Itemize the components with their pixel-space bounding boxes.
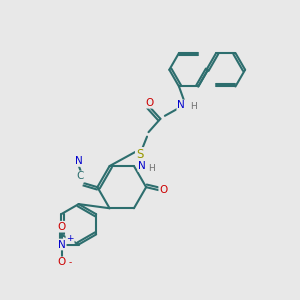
Text: O: O [159,185,167,195]
Text: N: N [177,100,185,110]
Text: N: N [138,161,146,171]
Text: -: - [68,258,72,267]
Text: H: H [190,102,197,111]
Text: H: H [148,164,154,173]
Text: O: O [145,98,153,108]
Text: +: + [66,234,74,243]
Text: N: N [58,239,66,250]
Text: O: O [58,222,66,232]
Text: O: O [58,257,66,267]
Text: S: S [136,148,143,161]
Text: C: C [77,172,84,182]
Text: N: N [75,156,83,166]
